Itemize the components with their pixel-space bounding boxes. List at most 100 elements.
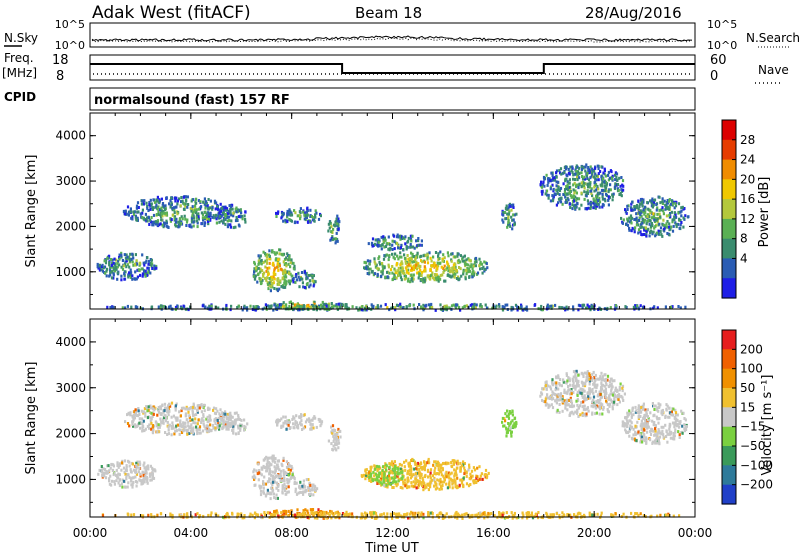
power-cell (156, 221, 159, 225)
velocity-cell (331, 429, 334, 432)
power-cell (640, 225, 643, 229)
velocity-cell (199, 404, 202, 408)
power-cell (240, 211, 243, 215)
velocity-cell (118, 484, 121, 488)
power-cell (572, 173, 575, 177)
velocity-cell (591, 411, 594, 415)
velocity-cell (187, 424, 190, 428)
velocity-cell (144, 427, 147, 431)
velocity-cell (507, 414, 510, 418)
velocity-cell (261, 467, 264, 471)
velocity-cell (165, 415, 168, 419)
power-cell (454, 303, 458, 307)
power-cell (436, 261, 439, 265)
velocity-cell (190, 423, 193, 427)
power-cell (577, 308, 580, 312)
velocity-cell (429, 483, 432, 487)
velocity-cell (116, 464, 119, 467)
power-cell (419, 264, 422, 268)
power-cell (593, 169, 596, 173)
velocity-cell (290, 474, 293, 478)
velocity-cell (418, 472, 421, 476)
velocity-cell (583, 397, 586, 400)
velocity-cell (301, 484, 304, 488)
velocity-cell (546, 396, 550, 400)
power-cell (158, 223, 161, 227)
velocity-cell (108, 479, 111, 483)
power-cell (520, 303, 523, 307)
power-cell (173, 217, 177, 220)
velocity-cell (603, 384, 606, 388)
velocity-cell (271, 459, 274, 463)
velocity-cell (450, 471, 453, 475)
velocity-cell (596, 399, 599, 402)
velocity-cell (451, 480, 454, 484)
power-cell (110, 276, 114, 280)
velocity-cell (287, 473, 290, 477)
velocity-cell (297, 491, 300, 495)
power-cell (437, 252, 440, 256)
power-cell (471, 305, 474, 309)
power-cell (601, 180, 604, 184)
power-cell (215, 217, 218, 221)
velocity-cell (286, 419, 289, 423)
power-cell (215, 221, 218, 225)
velocity-cell (281, 487, 284, 491)
power-cell (564, 167, 568, 171)
velocity-cell (126, 413, 129, 417)
power-cell (549, 178, 552, 182)
power-cell (301, 281, 304, 285)
power-cell (162, 204, 165, 208)
velocity-cell (555, 381, 558, 385)
velocity-cell (130, 477, 133, 481)
power-cell (205, 215, 208, 219)
velocity-cell (164, 431, 167, 434)
power-cell (430, 259, 433, 263)
power-cell (239, 215, 242, 219)
velocity-cell (509, 422, 512, 426)
velocity-cell (253, 468, 256, 472)
power-cell (197, 207, 201, 211)
power-cell (283, 275, 286, 279)
velocity-cell (583, 384, 587, 388)
velocity-cell (133, 410, 136, 414)
power-cell (334, 241, 337, 245)
power-cell (124, 270, 127, 274)
power-cell (564, 195, 567, 199)
velocity-cell (339, 429, 342, 433)
velocity-cell (443, 478, 446, 482)
power-cell (599, 170, 602, 173)
velocity-cell (153, 408, 156, 412)
power-cell (313, 300, 316, 304)
power-cell (574, 178, 577, 181)
power-cell (331, 231, 334, 234)
power-cell (264, 276, 267, 280)
power-cell (365, 308, 368, 312)
power-cell (400, 269, 403, 273)
velocity-cell (279, 479, 282, 483)
power-cell (510, 305, 513, 309)
power-cell (422, 306, 425, 310)
velocity-cell (269, 491, 272, 495)
power-cell (136, 268, 139, 272)
power-cell (433, 276, 436, 280)
power-cell (111, 270, 114, 274)
power-cell (597, 202, 600, 206)
power-cell (562, 193, 565, 196)
power-cell (588, 305, 591, 309)
power-cell (555, 184, 558, 188)
power-cell (157, 305, 160, 309)
power-cell (117, 259, 120, 263)
power-cell (363, 260, 366, 264)
velocity-cell (415, 466, 418, 470)
power-cell (373, 260, 376, 264)
velocity-cell (167, 428, 170, 432)
power-cell (586, 303, 589, 307)
power-cell (311, 279, 314, 283)
velocity-cell (511, 413, 514, 417)
power-cell (649, 199, 652, 203)
power-cell (455, 277, 459, 280)
power-cell (673, 218, 676, 222)
power-cell (364, 308, 367, 312)
